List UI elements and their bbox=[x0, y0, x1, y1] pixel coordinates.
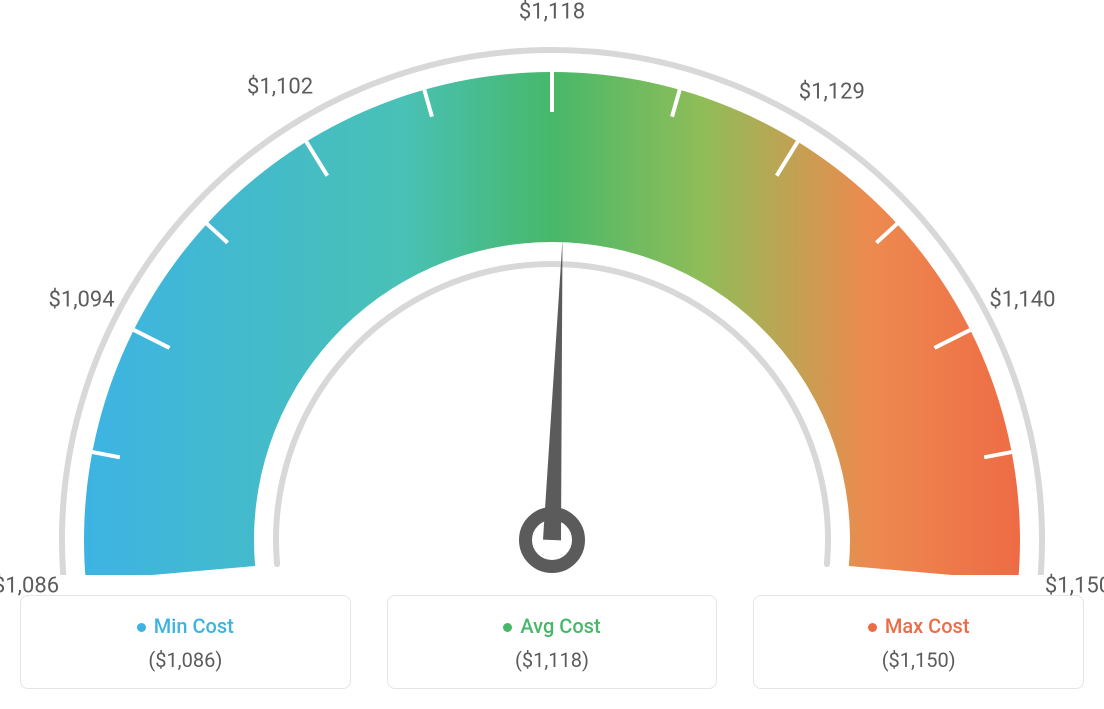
gauge-tick-label: $1,086 bbox=[0, 574, 59, 599]
legend-card-min: Min Cost ($1,086) bbox=[20, 595, 351, 689]
gauge-svg bbox=[20, 20, 1084, 575]
legend-title-min: Min Cost bbox=[33, 614, 338, 638]
gauge-tick-label: $1,094 bbox=[48, 288, 114, 313]
legend-title-avg-text: Avg Cost bbox=[520, 614, 600, 638]
legend-dot-max bbox=[868, 623, 877, 632]
legend-value-max: ($1,150) bbox=[766, 648, 1071, 672]
legend-dot-avg bbox=[503, 623, 512, 632]
legend-value-avg: ($1,118) bbox=[400, 648, 705, 672]
gauge-tick-label: $1,118 bbox=[519, 0, 585, 25]
gauge-tick-label: $1,102 bbox=[247, 75, 313, 100]
legend-value-min: ($1,086) bbox=[33, 648, 338, 672]
legend-card-avg: Avg Cost ($1,118) bbox=[387, 595, 718, 689]
legend-dot-min bbox=[137, 623, 146, 632]
gauge-tick-label: $1,150 bbox=[1045, 574, 1104, 599]
gauge-tick-label: $1,140 bbox=[989, 288, 1055, 313]
legend-title-max-text: Max Cost bbox=[885, 614, 970, 638]
legend-title-max: Max Cost bbox=[766, 614, 1071, 638]
gauge-tick-label: $1,129 bbox=[799, 80, 865, 105]
legend-title-avg: Avg Cost bbox=[400, 614, 705, 638]
legend-title-min-text: Min Cost bbox=[154, 614, 234, 638]
legend-row: Min Cost ($1,086) Avg Cost ($1,118) Max … bbox=[20, 595, 1084, 689]
gauge-chart: $1,086$1,094$1,102$1,118$1,129$1,140$1,1… bbox=[20, 20, 1084, 575]
legend-card-max: Max Cost ($1,150) bbox=[753, 595, 1084, 689]
